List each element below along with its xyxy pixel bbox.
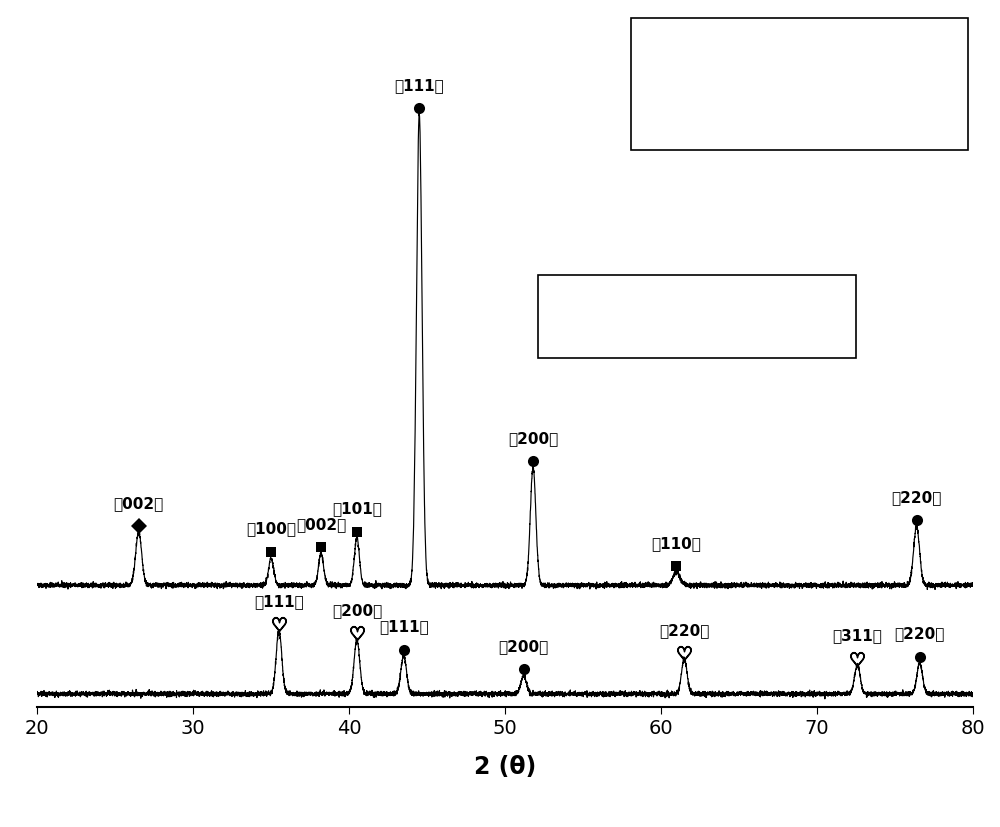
Text: （200）: （200） [332,603,382,618]
Text: ◆: ◆ [643,90,657,108]
Text: （100）: （100） [246,521,296,537]
Text: （101）: （101） [332,501,382,516]
Text: （220）: （220） [659,623,709,638]
Text: Ti: Ti [765,89,786,109]
Text: （220）: （220） [894,626,945,642]
Text: （110）: （110） [652,536,701,551]
Text: ♥: ♥ [603,334,619,352]
Text: ▪: ▪ [746,90,759,108]
Text: Ni40-素胚: Ni40-素胚 [683,37,747,55]
Text: （002）: （002） [296,517,346,532]
Text: （220）: （220） [891,490,942,504]
Text: （311）: （311） [832,629,882,643]
Text: •: • [692,90,704,109]
FancyBboxPatch shape [631,18,968,150]
Text: （111）: （111） [394,78,444,93]
Text: C: C [662,90,675,108]
Text: （111）: （111） [254,594,304,609]
Text: Ni40-烧结后: Ni40-烧结后 [589,291,663,309]
Text: Ni: Ni [566,334,587,352]
Text: •: • [550,334,562,353]
Text: （002）: （002） [114,496,164,511]
Text: （200）: （200） [499,639,549,654]
Text: （200）: （200） [508,431,558,446]
Text: TiC: TiC [619,334,651,352]
X-axis label: 2 (θ): 2 (θ) [474,755,536,779]
Text: （111）: （111） [379,619,429,634]
Text: Ni: Ni [709,90,730,108]
FancyBboxPatch shape [538,275,856,358]
